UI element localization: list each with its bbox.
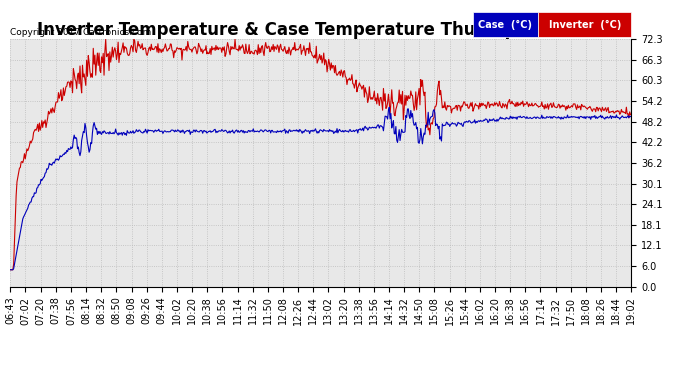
FancyBboxPatch shape — [538, 12, 631, 37]
Text: Copyright 2017 Cartronics.com: Copyright 2017 Cartronics.com — [10, 28, 152, 37]
Text: Case  (°C): Case (°C) — [478, 20, 532, 30]
FancyBboxPatch shape — [473, 12, 538, 37]
Text: Inverter  (°C): Inverter (°C) — [549, 20, 621, 30]
Title: Inverter Temperature & Case Temperature Thu Sep 14 19:04: Inverter Temperature & Case Temperature … — [37, 21, 604, 39]
